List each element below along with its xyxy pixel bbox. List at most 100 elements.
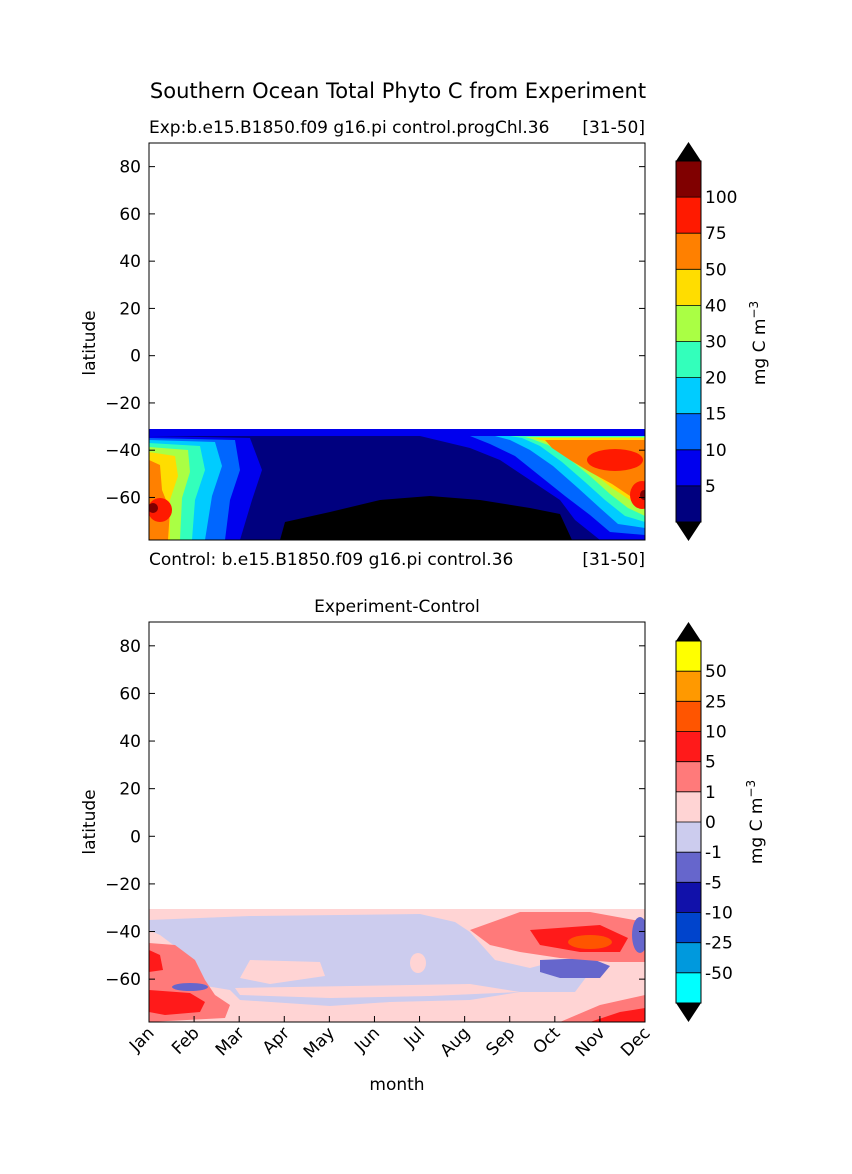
bottom-y-tick-label: 80 (119, 637, 141, 657)
top-title-right: [31-50] (582, 118, 645, 138)
bottom-colorbar-tick-label: -10 (705, 904, 733, 924)
top-band-winter-minimum (280, 496, 572, 540)
bottom-colorbar-extend-high (676, 622, 701, 641)
top-title-left: Exp:b.e15.B1850.f09 g16.pi control.progC… (149, 118, 549, 138)
bottom-x-tick-label: Jun (350, 1023, 384, 1057)
bottom-colorbar-tick-label: 25 (705, 692, 727, 712)
bottom-band-light-blue (149, 914, 590, 1006)
top-y-tick-label: 0 (130, 347, 141, 367)
bottom-colorbar-segment (676, 912, 701, 943)
top-panel: Exp:b.e15.B1850.f09 g16.pi control.progC… (80, 118, 770, 570)
bottom-colorbar-tick-label: 10 (705, 723, 727, 743)
top-y-ticks: −60 −40 −20 0 20 40 60 80 (105, 158, 645, 508)
bottom-y-tick-label: −20 (105, 875, 141, 895)
top-colorbar-segment (676, 197, 701, 234)
bottom-x-tick-label: Nov (572, 1023, 610, 1061)
top-colorbar-segment (676, 161, 701, 198)
bottom-x-tick-label: Jan (125, 1023, 158, 1056)
bottom-band-early-red (149, 990, 205, 1015)
top-colorbar-tick-label: 5 (705, 477, 716, 497)
top-colorbar-segment (676, 377, 701, 414)
bottom-band-pink-patch (240, 960, 325, 984)
bottom-colorbar-segment (676, 671, 701, 702)
bottom-x-label: month (369, 1075, 424, 1095)
bottom-band-late-blue-edge (632, 917, 645, 953)
bottom-colorbar-segment (676, 882, 701, 913)
bottom-colorbar-tick-label: -1 (705, 843, 722, 863)
bottom-y-tick-label: 0 (130, 827, 141, 847)
bottom-y-tick-label: 20 (119, 780, 141, 800)
top-band-late-red (587, 449, 643, 471)
top-y-tick-label: 60 (119, 205, 141, 225)
top-subtitle-left: Control: b.e15.B1850.f09 g16.pi control.… (149, 550, 513, 570)
bottom-x-tick-label: Mar (212, 1023, 249, 1060)
top-colorbar-extend-low (676, 522, 701, 541)
bottom-colorbar-extend-low (676, 1003, 701, 1022)
top-colorbar-segment (676, 305, 701, 342)
top-colorbar-tick-label: 40 (705, 296, 727, 316)
bottom-colorbar-tick-label: -50 (705, 964, 733, 984)
bottom-band-late-orange (568, 935, 612, 949)
top-colorbar-tick-label: 50 (705, 260, 727, 280)
bottom-x-tick-label: Apr (259, 1023, 294, 1058)
bottom-plot-area (149, 622, 645, 1022)
bottom-x-tick-label: May (300, 1023, 339, 1062)
bottom-x-tick-label: Oct (529, 1023, 564, 1058)
top-colorbar-segment (676, 413, 701, 450)
top-colorbar-segment (676, 485, 701, 522)
bottom-y-tick-label: 40 (119, 732, 141, 752)
top-colorbar: 5 10 15 20 30 40 50 75 100 (675, 142, 737, 541)
top-colorbar-segment (676, 233, 701, 270)
bottom-colorbar-segment (676, 972, 701, 1003)
bottom-colorbar-label: mg C m−3 (744, 780, 767, 864)
top-plot-area (149, 143, 645, 540)
bottom-x-ticks: Jan Feb Mar Apr May Jun Jul Aug Sep Oct Nov Dec (125, 1016, 655, 1062)
bottom-y-tick-label: −40 (105, 923, 141, 943)
bottom-colorbar-tick-label: 50 (705, 662, 727, 682)
bottom-colorbar-tick-label: -5 (705, 873, 722, 893)
bottom-axes-frame (148, 621, 646, 1023)
bottom-band-early-blue-spot (172, 983, 208, 991)
top-y-tick-label: 20 (119, 299, 141, 319)
bottom-colorbar-segment (676, 822, 701, 853)
top-band-early-darkred (149, 503, 158, 513)
bottom-band-early-red2 (149, 950, 163, 972)
top-subtitle-right: [31-50] (582, 550, 645, 570)
bottom-x-tick-label: Feb (168, 1023, 203, 1058)
top-colorbar-tick-label: 15 (705, 405, 727, 425)
top-colorbar-extend-high (676, 142, 701, 161)
bottom-band-late-red-bottom (590, 1008, 645, 1022)
bottom-colorbar-tick-label: 1 (705, 783, 716, 803)
top-y-label: latitude (80, 310, 100, 375)
bottom-colorbar-segment (676, 731, 701, 762)
top-colorbar-segment (676, 269, 701, 306)
bottom-y-ticks: −60 −40 −20 0 20 40 60 80 (105, 637, 645, 990)
bottom-band-pink-strip (235, 984, 520, 998)
top-colorbar-tick-label: 100 (705, 188, 737, 208)
bottom-x-tick-label: Jul (400, 1023, 429, 1052)
top-y-tick-label: 80 (119, 158, 141, 178)
bottom-title: Experiment-Control (314, 597, 480, 617)
bottom-y-tick-label: 60 (119, 684, 141, 704)
bottom-panel: Experiment-Control −60 −40 −20 0 20 40 60 80 Ja… (80, 597, 767, 1095)
bottom-colorbar-tick-label: 0 (705, 813, 716, 833)
bottom-colorbar-tick-label: -25 (705, 934, 733, 954)
top-colorbar-tick-label: 30 (705, 333, 727, 353)
bottom-colorbar-segment (676, 942, 701, 973)
top-colorbar-label: mg C m−3 (747, 301, 770, 385)
top-y-tick-label: −20 (105, 394, 141, 414)
top-y-tick-label: 40 (119, 252, 141, 272)
top-y-tick-label: −60 (105, 488, 141, 508)
top-band-north-edge (149, 429, 645, 436)
bottom-x-tick-label: Dec (617, 1023, 654, 1060)
bottom-y-tick-label: −60 (105, 970, 141, 990)
top-colorbar-tick-label: 75 (705, 224, 727, 244)
bottom-band-pink-dot (410, 953, 426, 973)
bottom-x-tick-label: Sep (482, 1023, 519, 1060)
top-band-late-red-edge (630, 481, 645, 509)
top-colorbar-segment (676, 341, 701, 378)
figure-title: Southern Ocean Total Phyto C from Experi… (150, 79, 646, 103)
top-colorbar-tick-label: 20 (705, 369, 727, 389)
bottom-colorbar-segment (676, 701, 701, 732)
top-band-late-darkred (640, 490, 645, 500)
